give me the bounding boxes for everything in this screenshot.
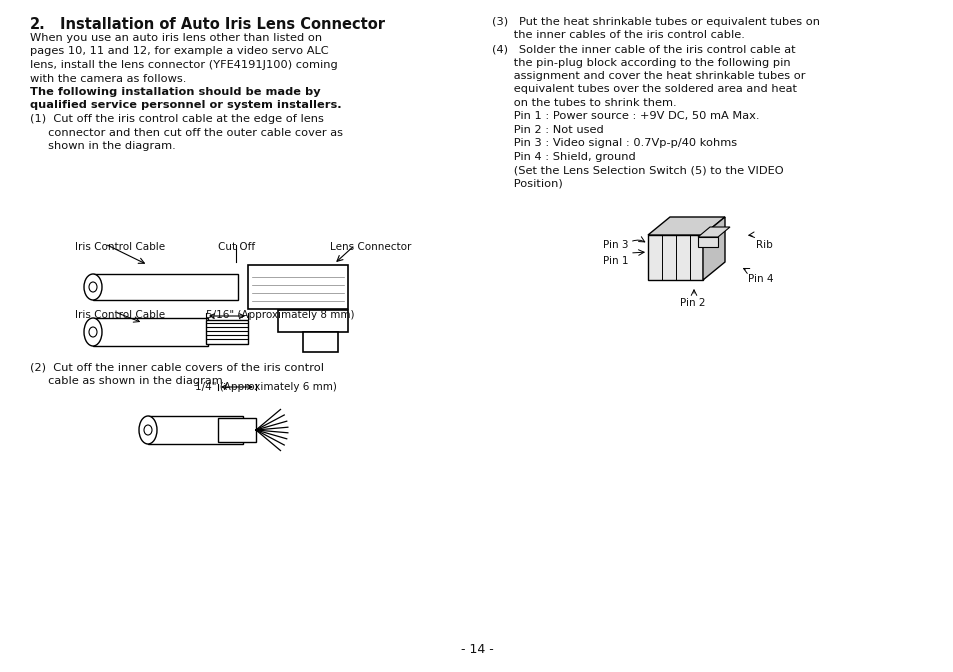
Text: Pin 3 : Video signal : 0.7Vp-p/40 kohms: Pin 3 : Video signal : 0.7Vp-p/40 kohms [492, 138, 737, 149]
Text: Pin 1 : Power source : +9V DC, 50 mA Max.: Pin 1 : Power source : +9V DC, 50 mA Max… [492, 112, 759, 122]
Ellipse shape [89, 282, 97, 292]
Text: Cut Off: Cut Off [218, 242, 254, 252]
Text: shown in the diagram.: shown in the diagram. [30, 141, 175, 151]
Bar [92, 274, 237, 300]
Text: Pin 2: Pin 2 [679, 298, 705, 308]
Bar [277, 310, 348, 332]
Text: Pin 3: Pin 3 [602, 240, 628, 250]
Bar [698, 237, 718, 247]
Text: Pin 4: Pin 4 [747, 274, 773, 284]
Text: (1)  Cut off the iris control cable at the edge of lens: (1) Cut off the iris control cable at th… [30, 114, 323, 124]
Text: pages 10, 11 and 12, for example a video servo ALC: pages 10, 11 and 12, for example a video… [30, 46, 328, 56]
Text: The following installation should be made by: The following installation should be mad… [30, 87, 320, 97]
Text: Installation of Auto Iris Lens Connector: Installation of Auto Iris Lens Connector [60, 17, 385, 32]
Text: Position): Position) [492, 179, 562, 189]
Text: (2)  Cut off the inner cable covers of the iris control: (2) Cut off the inner cable covers of th… [30, 362, 324, 372]
Text: 2.: 2. [30, 17, 46, 32]
Text: connector and then cut off the outer cable cover as: connector and then cut off the outer cab… [30, 128, 343, 138]
Text: the inner cables of the iris control cable.: the inner cables of the iris control cab… [492, 30, 744, 40]
Text: lens, install the lens connector (YFE4191J100) coming: lens, install the lens connector (YFE419… [30, 60, 337, 70]
Text: Pin 4 : Shield, ground: Pin 4 : Shield, ground [492, 152, 635, 162]
Text: qualified service personnel or system installers.: qualified service personnel or system in… [30, 101, 341, 110]
Ellipse shape [84, 318, 102, 346]
Text: (3)   Put the heat shrinkable tubes or equivalent tubes on: (3) Put the heat shrinkable tubes or equ… [492, 17, 820, 27]
Text: with the camera as follows.: with the camera as follows. [30, 73, 186, 83]
Text: Pin 2 : Not used: Pin 2 : Not used [492, 125, 603, 135]
Text: (4)   Solder the inner cable of the iris control cable at: (4) Solder the inner cable of the iris c… [492, 44, 795, 54]
Ellipse shape [84, 274, 102, 300]
Text: equivalent tubes over the soldered area and heat: equivalent tubes over the soldered area … [492, 85, 796, 95]
Text: - 14 -: - 14 - [460, 643, 493, 656]
Text: 5/16" (Approximately 8 mm): 5/16" (Approximately 8 mm) [206, 310, 355, 320]
Text: on the tubes to shrink them.: on the tubes to shrink them. [492, 98, 676, 108]
Polygon shape [698, 227, 729, 237]
Bar [92, 318, 208, 346]
Bar [218, 418, 255, 442]
Bar [148, 416, 243, 444]
Text: cable as shown in the diagram.: cable as shown in the diagram. [30, 376, 226, 386]
Text: (Set the Lens Selection Switch (5) to the VIDEO: (Set the Lens Selection Switch (5) to th… [492, 165, 782, 175]
Text: Iris Control Cable: Iris Control Cable [75, 242, 165, 252]
Text: the pin-plug block according to the following pin: the pin-plug block according to the foll… [492, 58, 790, 67]
Text: assignment and cover the heat shrinkable tubes or: assignment and cover the heat shrinkable… [492, 71, 804, 81]
Text: Rib: Rib [755, 240, 772, 250]
Text: Pin 1: Pin 1 [602, 256, 628, 266]
Ellipse shape [89, 327, 97, 337]
Bar [303, 332, 337, 352]
Ellipse shape [144, 425, 152, 435]
Polygon shape [647, 217, 724, 235]
Polygon shape [702, 217, 724, 280]
Text: Lens Connector: Lens Connector [330, 242, 411, 252]
Bar [206, 320, 248, 344]
Ellipse shape [139, 416, 157, 444]
Bar [647, 235, 702, 280]
Text: When you use an auto iris lens other than listed on: When you use an auto iris lens other tha… [30, 33, 322, 43]
Bar [248, 265, 348, 309]
Text: Iris Control Cable: Iris Control Cable [75, 310, 165, 320]
Text: 1/4" (Approximately 6 mm): 1/4" (Approximately 6 mm) [194, 382, 336, 392]
